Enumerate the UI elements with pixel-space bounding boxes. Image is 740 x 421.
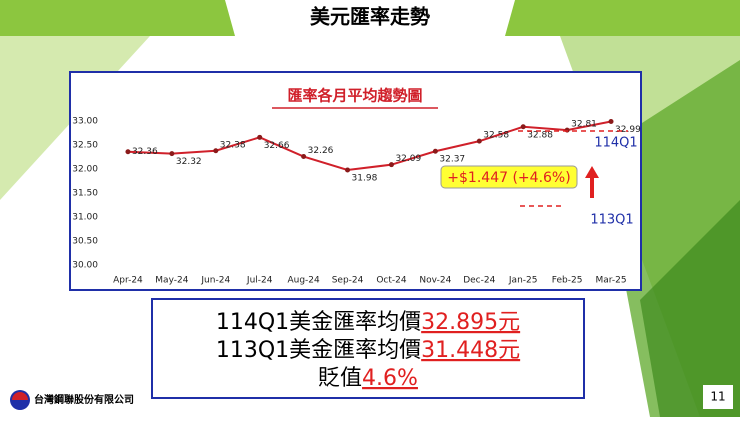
summary-line: 114Q1美金匯率均價32.895元 [216, 310, 520, 335]
y-tick-label: 33.00 [72, 117, 98, 127]
x-tick-label: Apr-24 [113, 276, 143, 286]
slide-title: 美元匯率走勢 [310, 5, 430, 29]
data-label: 32.37 [439, 155, 465, 165]
data-label: 32.58 [483, 131, 509, 141]
title-plate [225, 0, 515, 36]
x-tick-label: Oct-24 [376, 276, 407, 286]
x-tick-label: Dec-24 [463, 276, 495, 286]
data-label: 32.26 [308, 146, 334, 156]
data-label: 32.99 [615, 125, 641, 135]
page-number: 11 [710, 390, 725, 404]
data-label: 32.66 [264, 141, 290, 151]
data-label: 32.88 [527, 130, 553, 140]
data-label: 31.98 [352, 173, 378, 183]
point [345, 167, 351, 173]
change-label: +$1.447 (+4.6%) [447, 170, 570, 186]
y-tick-label: 32.50 [72, 141, 98, 151]
point [125, 149, 131, 155]
previous-label: 113Q1 [590, 213, 633, 228]
x-tick-label: Aug-24 [287, 276, 320, 286]
point [388, 162, 394, 168]
summary-text: 113Q1美金匯率均價 [216, 338, 421, 363]
y-tick-label: 32.00 [72, 165, 98, 175]
summary-highlight: 31.448元 [421, 338, 520, 363]
data-label: 32.36 [132, 147, 158, 157]
decor [640, 200, 740, 417]
data-label: 32.81 [571, 120, 597, 130]
point [520, 124, 526, 130]
x-tick-label: Jan-25 [508, 276, 538, 286]
company-name: 台灣鋼聯股份有限公司 [34, 393, 134, 406]
logo: 台灣鋼聯股份有限公司 [10, 390, 134, 410]
data-label: 32.09 [395, 154, 421, 164]
summary-box [151, 298, 585, 399]
y-tick-label: 30.50 [72, 237, 98, 247]
point [169, 151, 175, 157]
x-tick-label: Jun-24 [200, 276, 230, 286]
chart-title: 匯率各月平均趨勢圖 [287, 87, 422, 105]
summary-line: 113Q1美金匯率均價31.448元 [216, 338, 520, 363]
summary-highlight: 4.6% [362, 366, 418, 391]
current-label: 114Q1 [594, 136, 637, 151]
y-tick-label: 31.00 [72, 213, 98, 223]
x-tick-label: Nov-24 [419, 276, 451, 286]
x-tick-label: Sep-24 [332, 276, 364, 286]
point [564, 127, 570, 133]
x-tick-label: Jul-24 [246, 276, 273, 286]
arrow-head [585, 166, 599, 178]
summary-text: 貶值 [318, 366, 362, 391]
point [476, 138, 482, 144]
point [432, 148, 438, 154]
y-tick-label: 31.50 [72, 189, 98, 199]
data-label: 32.32 [176, 157, 202, 167]
summary: 114Q1美金匯率均價32.895元113Q1美金匯率均價31.448元貶值4.… [216, 310, 520, 391]
point [608, 118, 614, 124]
x-tick-label: Feb-25 [552, 276, 583, 286]
point [257, 134, 263, 140]
summary-line: 貶值4.6% [318, 366, 418, 391]
x-tick-label: Mar-25 [595, 276, 626, 286]
summary-text: 114Q1美金匯率均價 [216, 310, 421, 335]
data-label: 32.38 [220, 140, 246, 150]
page-number-box [703, 385, 733, 409]
annotations: +$1.447 (+4.6%) 114Q1 113Q1 [440, 130, 638, 228]
change-box [440, 165, 578, 189]
logo-mark [12, 392, 28, 400]
x-tick-label: May-24 [155, 276, 188, 286]
point [301, 154, 307, 160]
summary-highlight: 32.895元 [421, 310, 520, 335]
point [213, 148, 219, 154]
y-tick-label: 30.00 [72, 261, 98, 271]
line [127, 120, 612, 171]
